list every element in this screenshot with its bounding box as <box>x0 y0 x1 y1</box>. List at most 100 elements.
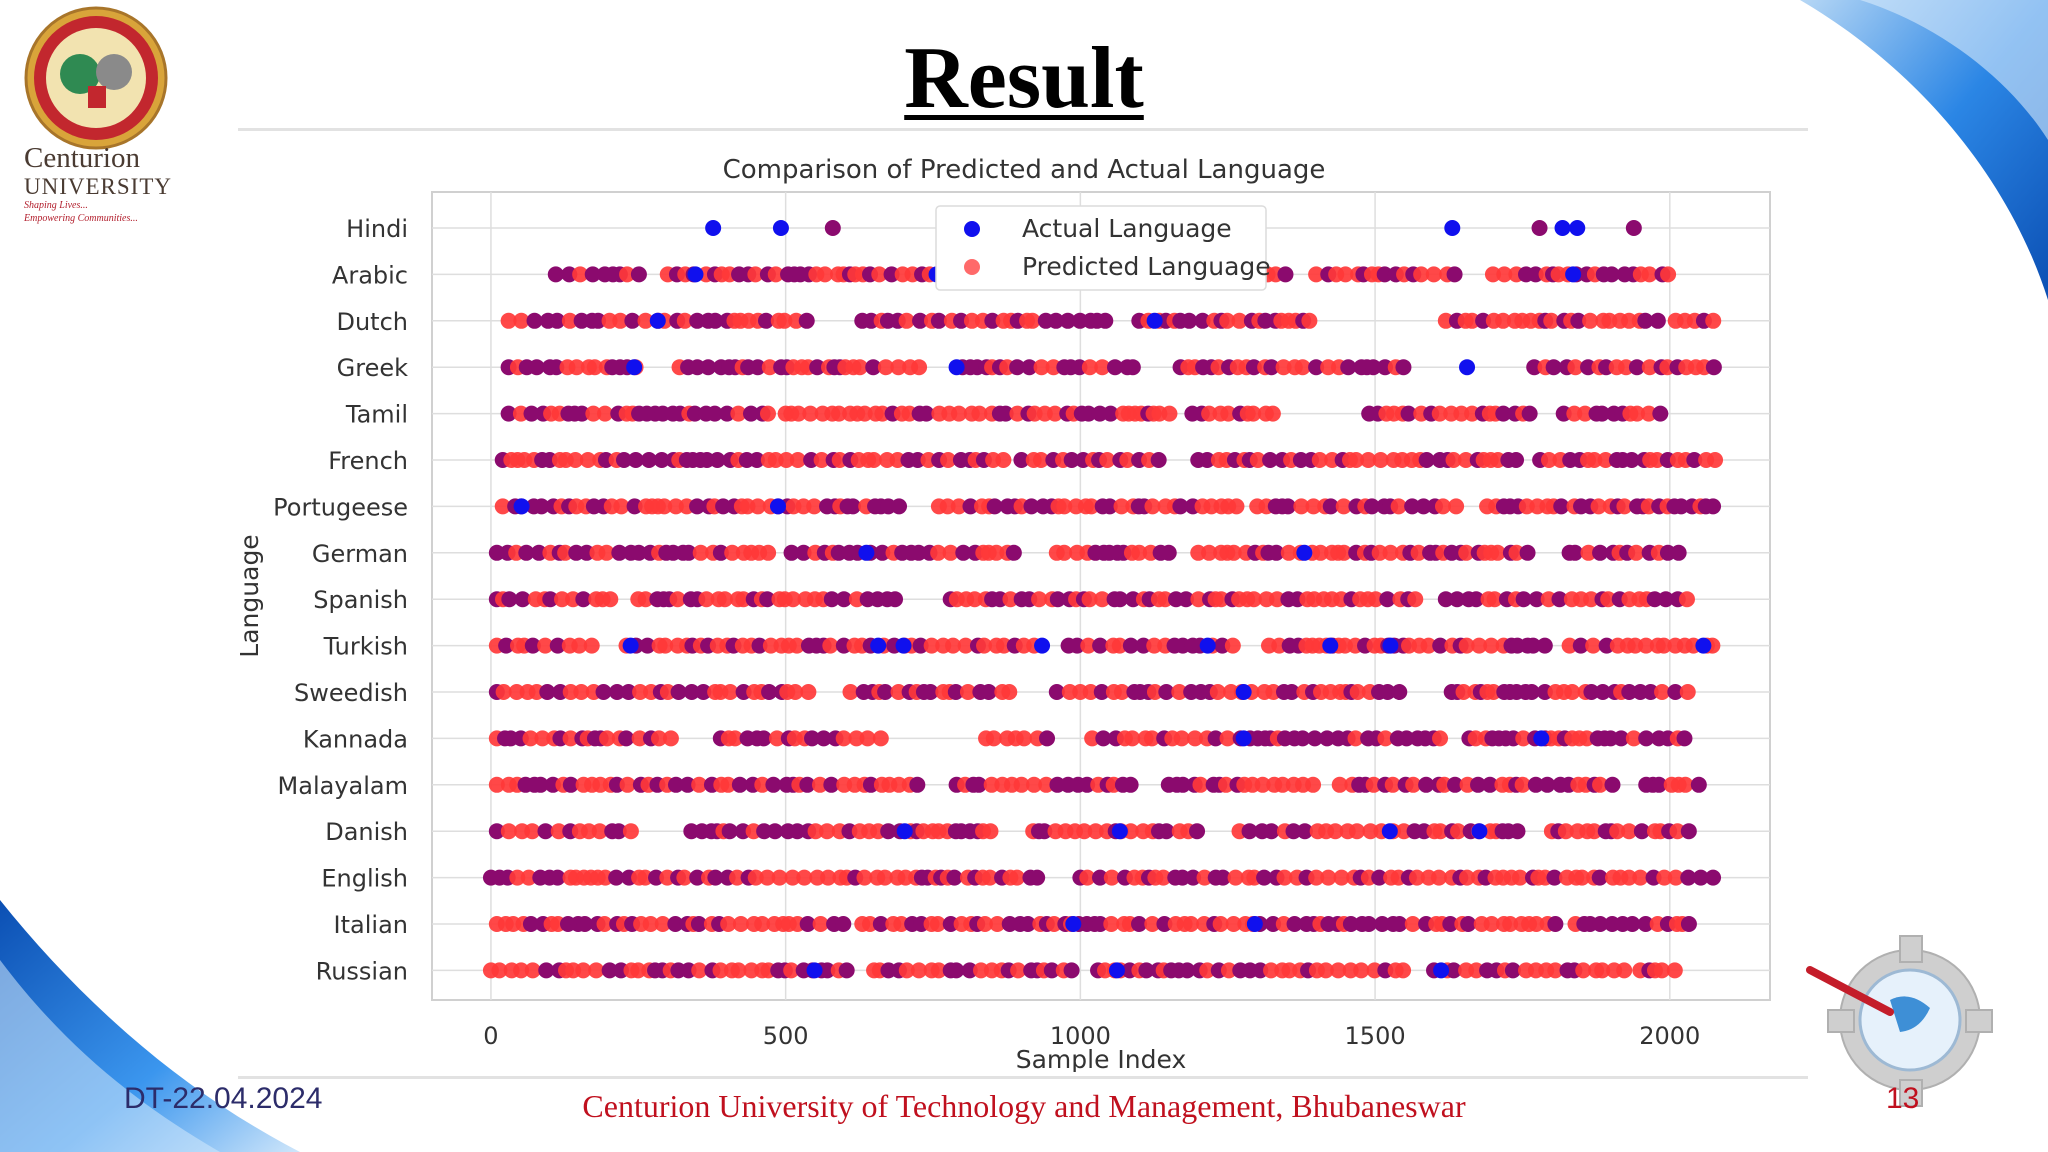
data-point <box>1225 916 1242 932</box>
actual-only-point <box>1246 916 1263 932</box>
data-point <box>1069 637 1086 654</box>
data-point <box>1379 684 1396 700</box>
data-point <box>1471 637 1488 654</box>
data-point <box>1546 869 1563 886</box>
y-tick-label: Italian <box>334 911 408 939</box>
data-point <box>524 962 541 979</box>
data-point <box>1405 776 1422 793</box>
data-point <box>716 591 733 608</box>
data-point <box>1031 591 1048 608</box>
actual-only-point <box>626 359 643 376</box>
data-point <box>550 823 567 840</box>
data-point <box>1043 962 1060 979</box>
x-tick-labels: 0 500 1000 1500 2000 <box>483 1022 1700 1050</box>
gear-globe-icon <box>1806 935 1993 1107</box>
data-point <box>862 776 879 793</box>
data-point <box>537 823 554 840</box>
data-point <box>1080 405 1097 422</box>
data-point <box>1245 359 1262 376</box>
data-point <box>491 962 508 979</box>
data-point <box>890 684 907 700</box>
data-point <box>1446 266 1463 283</box>
data-point <box>1093 684 1110 700</box>
data-point <box>1013 452 1030 468</box>
data-point <box>1308 359 1325 376</box>
data-point <box>787 684 804 700</box>
data-point <box>670 684 687 700</box>
data-point <box>488 776 505 793</box>
data-point <box>1083 498 1100 515</box>
data-point <box>909 776 926 793</box>
data-point <box>632 684 649 700</box>
data-point <box>835 916 852 932</box>
top-divider <box>238 128 1808 131</box>
data-point <box>642 916 659 932</box>
data-point <box>1214 869 1231 886</box>
data-point <box>676 312 693 329</box>
data-point <box>698 591 715 608</box>
data-point <box>1508 452 1525 468</box>
data-point <box>1087 823 1104 840</box>
data-point <box>1161 405 1178 422</box>
actual-only-point <box>705 220 722 236</box>
data-point <box>720 776 737 793</box>
data-point <box>1527 776 1544 793</box>
y-tick-label: Portugeese <box>273 493 408 521</box>
data-point <box>798 312 815 329</box>
data-point <box>1437 312 1454 329</box>
data-point <box>1046 916 1063 932</box>
data-point <box>498 637 515 654</box>
data-point <box>961 962 978 979</box>
data-point <box>1609 823 1626 840</box>
data-point <box>1190 591 1207 608</box>
data-point <box>1305 776 1322 793</box>
data-point <box>653 452 670 468</box>
data-point <box>1628 359 1645 376</box>
data-point <box>1536 637 1553 654</box>
data-point <box>1254 776 1271 793</box>
data-point <box>1437 591 1454 608</box>
data-point <box>1080 637 1097 654</box>
data-point <box>1680 869 1697 886</box>
data-point <box>1458 544 1475 561</box>
data-point <box>1056 498 1073 515</box>
data-point <box>1625 730 1642 747</box>
data-point <box>950 498 967 515</box>
data-point <box>1001 684 1018 700</box>
data-point <box>488 823 505 840</box>
data-point <box>942 544 959 561</box>
chart-title: Comparison of Predicted and Actual Langu… <box>723 155 1326 185</box>
data-point <box>1143 730 1160 747</box>
legend-label-predicted: Predicted Language <box>1022 252 1271 281</box>
data-point <box>1201 544 1218 561</box>
data-point <box>1155 869 1172 886</box>
data-point <box>957 637 974 654</box>
data-point <box>1263 962 1280 979</box>
data-point <box>1526 359 1543 376</box>
data-point <box>1181 312 1198 329</box>
data-point <box>776 312 793 329</box>
data-point <box>1207 730 1224 747</box>
data-point <box>537 637 554 654</box>
data-point <box>1092 916 1109 932</box>
data-point <box>1413 266 1430 283</box>
data-point <box>1613 730 1630 747</box>
data-point <box>1081 591 1098 608</box>
data-point <box>948 962 965 979</box>
data-point <box>1263 823 1280 840</box>
tagline-2: Empowering Communities... <box>24 213 138 224</box>
data-point <box>567 452 584 468</box>
data-point <box>1220 405 1237 422</box>
actual-only-point <box>1554 220 1571 236</box>
data-point <box>522 916 539 932</box>
data-point <box>986 498 1003 515</box>
data-point <box>627 452 644 468</box>
data-point <box>1481 776 1498 793</box>
data-point <box>1379 591 1396 608</box>
data-point <box>1551 591 1568 608</box>
data-point <box>611 544 628 561</box>
data-point <box>1084 730 1101 747</box>
data-point <box>1470 776 1487 793</box>
data-point <box>947 684 964 700</box>
data-point <box>612 312 629 329</box>
